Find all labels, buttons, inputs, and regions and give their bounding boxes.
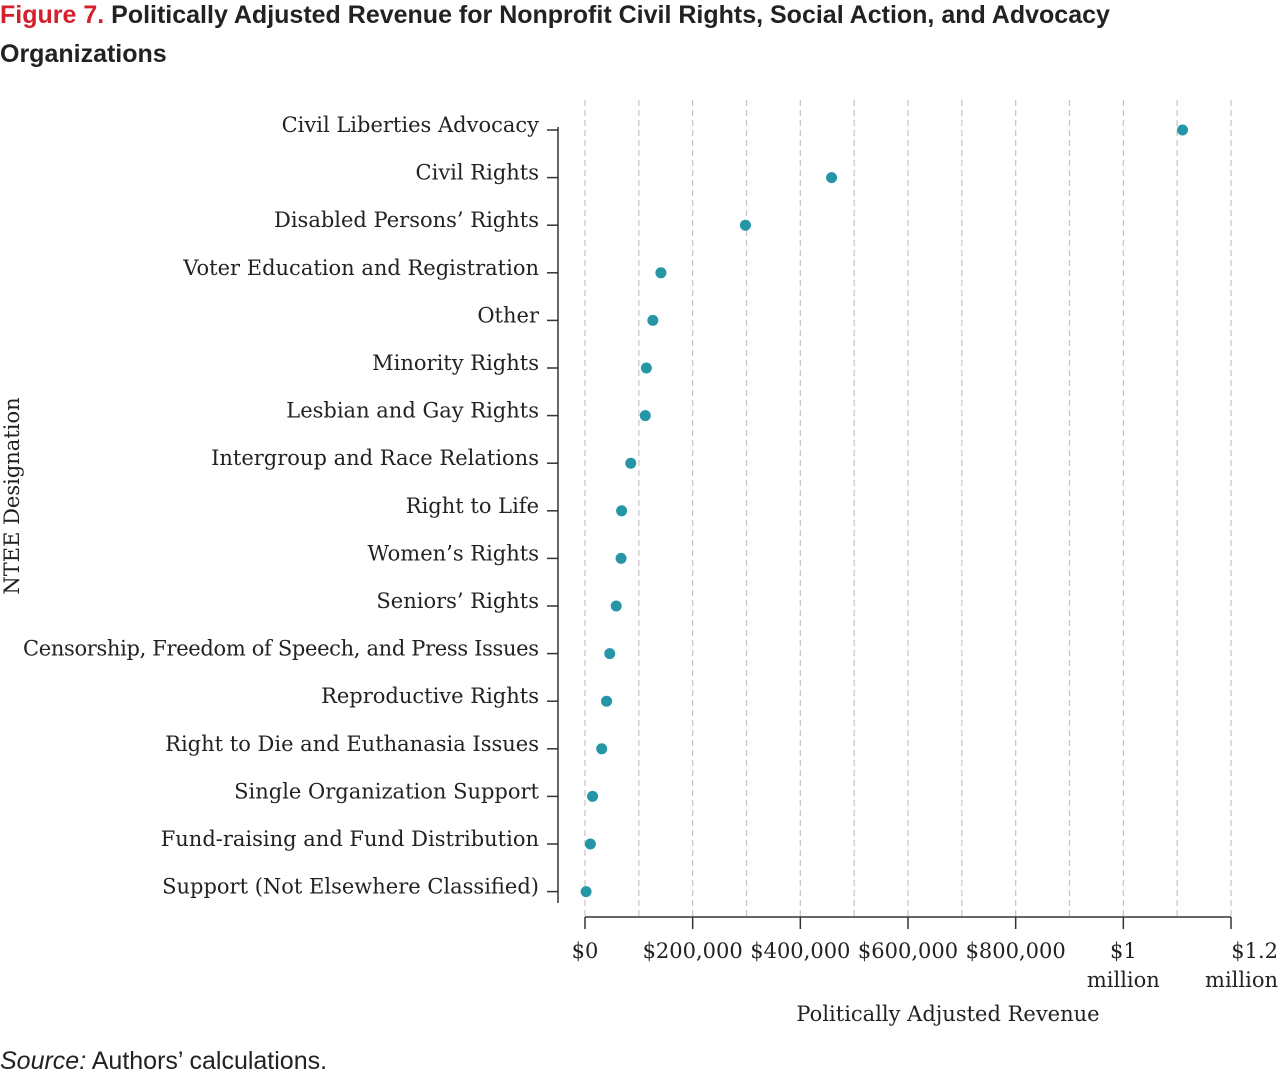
figure-number: Figure 7.: [0, 1, 105, 29]
category-label: Support (Not Elsewhere Classified): [162, 875, 539, 899]
x-tick-label: $0: [572, 939, 599, 963]
x-tick-label: $200,000: [643, 939, 743, 963]
data-point: [639, 410, 651, 422]
category-label: Voter Education and Registration: [182, 256, 539, 280]
data-point: [601, 695, 613, 707]
category-label: Civil Liberties Advocacy: [282, 113, 540, 137]
data-point: [647, 314, 659, 326]
x-tick-label: $600,000: [858, 939, 958, 963]
data-point: [587, 790, 599, 802]
figure-title-text: Politically Adjusted Revenue for Nonprof…: [0, 1, 1110, 68]
data-points: [580, 124, 1189, 898]
gridlines: [584, 100, 1232, 918]
category-label: Lesbian and Gay Rights: [286, 399, 539, 423]
data-point: [604, 648, 616, 660]
data-point: [616, 505, 628, 517]
data-point: [610, 600, 622, 612]
category-label: Censorship, Freedom of Speech, and Press…: [23, 637, 539, 661]
category-label: Women’s Rights: [367, 541, 539, 565]
category-label: Disabled Persons’ Rights: [274, 208, 539, 232]
category-label: Single Organization Support: [234, 779, 539, 803]
data-point: [615, 552, 627, 564]
source-note: Source: Authors’ calculations.: [0, 1047, 327, 1076]
data-point: [655, 267, 667, 279]
x-axis-title: Politically Adjusted Revenue: [796, 1002, 1099, 1026]
source-text: Authors’ calculations.: [91, 1047, 328, 1075]
data-point: [625, 457, 637, 469]
category-labels: Civil Liberties Advocacy Civil Rights Disa…: [23, 113, 540, 899]
category-label: Right to Life: [406, 494, 539, 518]
source-label: Source:: [0, 1047, 87, 1075]
data-point: [640, 362, 652, 374]
data-point: [1177, 124, 1189, 136]
category-label: Other: [477, 303, 540, 327]
data-point: [584, 838, 596, 850]
x-tick-label: $800,000: [966, 939, 1066, 963]
category-label: Right to Die and Euthanasia Issues: [165, 732, 539, 756]
x-tick-label: $400,000: [750, 939, 850, 963]
figure-title: Figure 7. Politically Adjusted Revenue f…: [0, 0, 1270, 74]
data-point: [596, 743, 608, 755]
category-label: Civil Rights: [416, 161, 539, 185]
category-label: Fund-raising and Fund Distribution: [161, 827, 539, 851]
category-label: Minority Rights: [372, 351, 539, 375]
x-tick-label: $1 million: [1087, 939, 1160, 992]
data-point: [580, 886, 592, 898]
y-axis-title: NTEE Designation: [0, 397, 24, 594]
data-point: [739, 219, 751, 231]
category-label: Intergroup and Race Relations: [211, 446, 539, 470]
x-tick-label: $1.2 million: [1205, 939, 1278, 992]
axes: [547, 127, 1232, 929]
category-label: Reproductive Rights: [321, 684, 539, 708]
data-point: [826, 172, 838, 184]
x-tick-labels: $0 $200,000 $400,000 $600,000 $800,000 $1 mill…: [572, 939, 1278, 992]
category-label: Seniors’ Rights: [376, 589, 539, 613]
